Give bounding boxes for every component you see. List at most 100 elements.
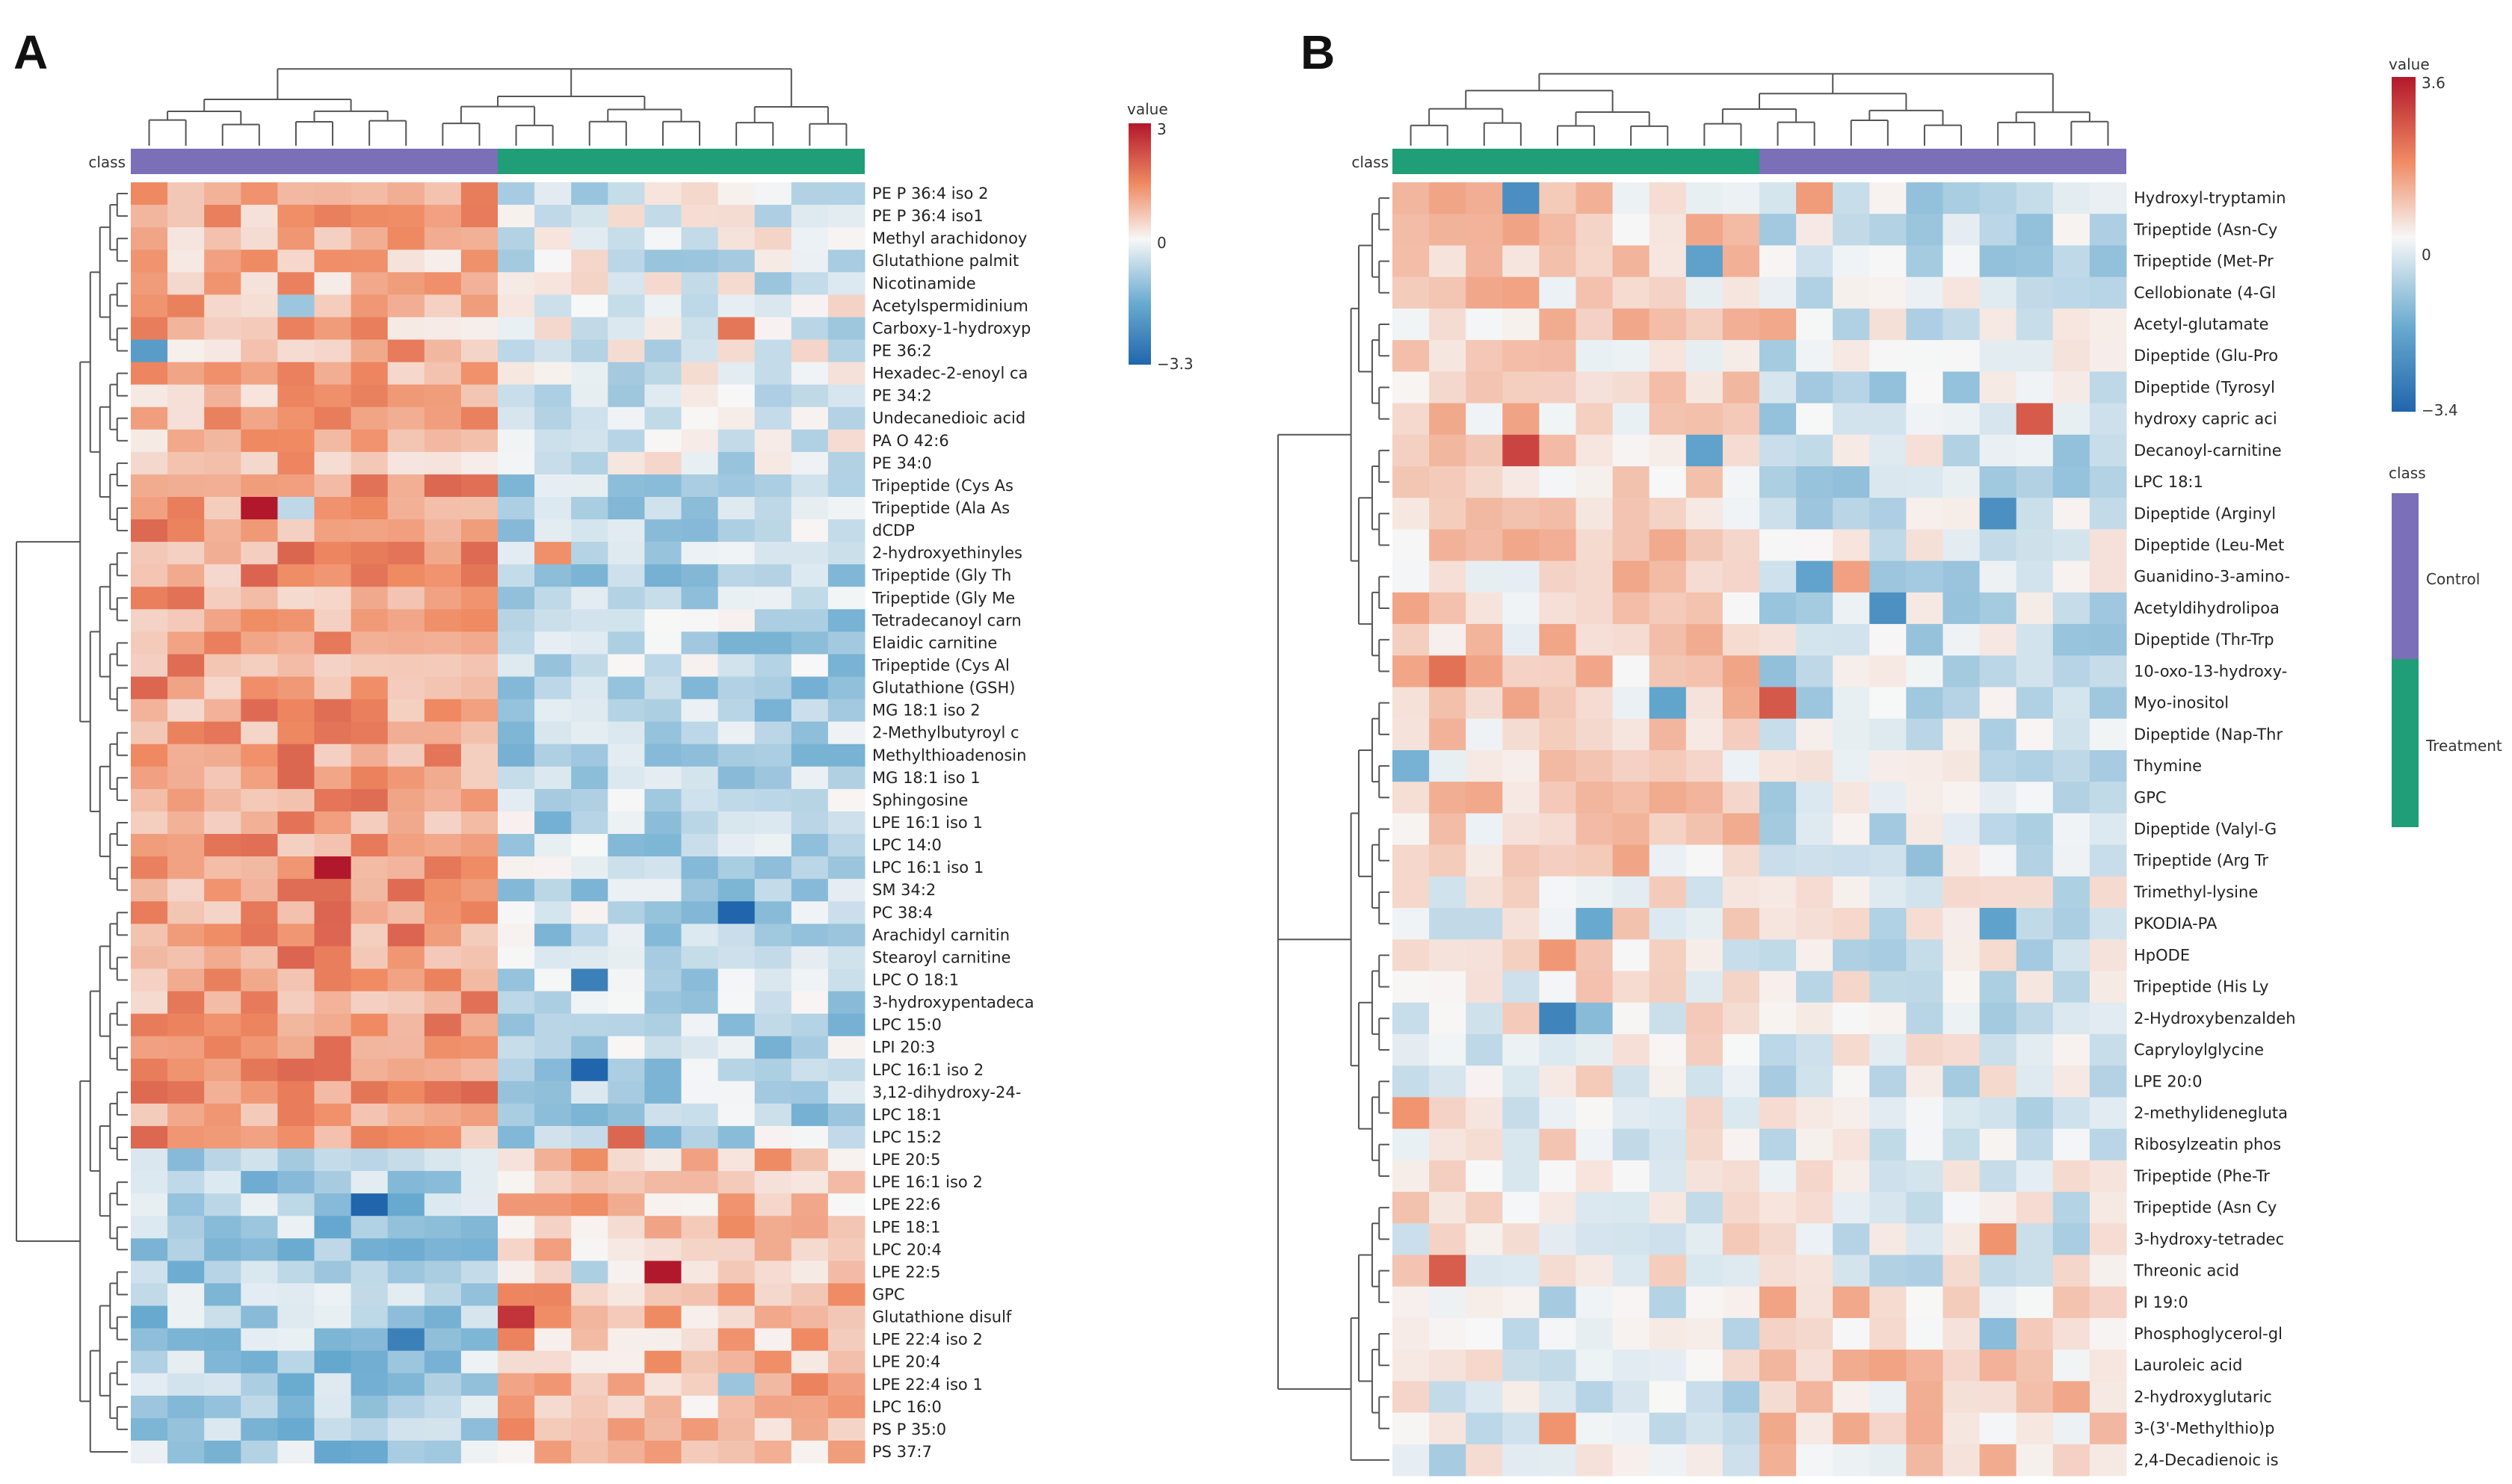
heatmap-cell: [314, 519, 352, 542]
heatmap-cell: [1392, 718, 1430, 751]
heatmap-cell: [241, 362, 278, 386]
heatmap-cell: [2016, 498, 2054, 530]
heatmap-cell: [1722, 1128, 1760, 1161]
heatmap-cell: [2016, 245, 2054, 278]
heatmap-cell: [460, 699, 499, 723]
heatmap-cell: [608, 205, 645, 228]
row-label: Acetyldihydrolipoa: [2134, 599, 2280, 617]
heatmap-cell: [131, 1440, 168, 1464]
heatmap-cell: [1649, 403, 1687, 436]
heatmap-cell: [754, 631, 792, 655]
heatmap-cell: [1539, 971, 1576, 1004]
heatmap-cell: [2052, 308, 2090, 341]
heatmap-cell: [1796, 844, 1833, 877]
heatmap-cell: [277, 451, 315, 475]
heatmap-cell: [498, 227, 535, 250]
heatmap-cell: [608, 654, 645, 678]
heatmap-cell: [1722, 1097, 1760, 1130]
heatmap-cell: [534, 1036, 572, 1060]
heatmap-cell: [241, 834, 278, 857]
heatmap-cell: [644, 227, 682, 250]
heatmap-cell: [608, 1148, 645, 1172]
heatmap-cell: [241, 519, 278, 542]
heatmap-cell: [387, 766, 425, 790]
heatmap-cell: [534, 1103, 572, 1127]
heatmap-cell: [1722, 813, 1760, 846]
heatmap-cell: [167, 451, 205, 475]
heatmap-cell: [460, 272, 499, 295]
heatmap-cell: [241, 968, 278, 992]
heatmap-cell: [241, 294, 278, 318]
heatmap-cell: [277, 339, 315, 363]
heatmap-cell: [1759, 1033, 1797, 1066]
heatmap-cell: [1502, 1066, 1540, 1098]
heatmap-cell: [1429, 560, 1466, 593]
heatmap-cell: [681, 631, 719, 655]
heatmap-cell: [791, 205, 829, 228]
heatmap-cell: [1833, 434, 1870, 467]
heatmap-cell: [681, 1373, 719, 1397]
heatmap-cell: [204, 474, 241, 498]
heatmap-cell: [314, 788, 352, 812]
row-label: LPE 20:4: [872, 1353, 940, 1371]
heatmap-cell: [1906, 214, 1943, 246]
heatmap-cell: [460, 1373, 499, 1397]
heatmap-cell: [1429, 1317, 1466, 1350]
heatmap-cell: [1796, 1444, 1833, 1477]
heatmap-cell: [571, 406, 608, 430]
heatmap-cell: [608, 991, 645, 1015]
heatmap-cell: [351, 879, 389, 902]
heatmap-cell: [1502, 1002, 1540, 1035]
heatmap-cell: [571, 362, 608, 386]
heatmap-cell: [277, 182, 315, 205]
heatmap-cell: [571, 1328, 608, 1352]
heatmap-cell: [1392, 749, 1430, 782]
heatmap-cell: [314, 609, 352, 632]
heatmap-cell: [1979, 718, 2017, 751]
heatmap-cell: [1722, 844, 1760, 877]
heatmap-cell: [1502, 592, 1540, 625]
heatmap-cell: [314, 1103, 352, 1127]
heatmap-cell: [460, 1080, 499, 1104]
heatmap-cell: [1979, 1066, 2017, 1098]
heatmap-cell: [1685, 1097, 1723, 1130]
heatmap-cell: [131, 564, 168, 587]
heatmap-cell: [1539, 308, 1576, 341]
heatmap-cell: [2052, 1097, 2090, 1130]
heatmap-cell: [1906, 1444, 1943, 1477]
heatmap-cell: [1612, 1412, 1650, 1445]
heatmap-cell: [2016, 939, 2054, 971]
heatmap-cell: [827, 564, 865, 587]
heatmap-cell: [277, 991, 315, 1015]
heatmap-cell: [681, 1328, 719, 1352]
heatmap-cell: [204, 294, 241, 318]
heatmap-cell: [827, 1440, 865, 1464]
row-label: LPC O 18:1: [872, 971, 959, 989]
row-label: Dipeptide (Nap-Thr: [2134, 726, 2283, 743]
heatmap-cell: [387, 451, 425, 475]
heatmap-cell: [791, 1171, 829, 1194]
heatmap-cell: [1466, 971, 1503, 1004]
heatmap-cell: [1576, 939, 1614, 971]
heatmap-cell: [1759, 1128, 1797, 1161]
heatmap-cell: [608, 474, 645, 498]
heatmap-cell: [827, 1080, 865, 1104]
heatmap-cell: [791, 317, 829, 340]
heatmap-cell: [167, 406, 205, 430]
heatmap-cell: [718, 1305, 756, 1329]
heatmap-cell: [1576, 687, 1614, 720]
heatmap-cell: [644, 564, 682, 587]
heatmap-cell: [1979, 1223, 2017, 1255]
heatmap-cell: [1685, 1160, 1723, 1193]
heatmap-cell: [131, 834, 168, 857]
row-label: 3-hydroxy-tetradec: [2134, 1230, 2284, 1248]
heatmap-cell: [424, 429, 462, 453]
heatmap-cell: [167, 1283, 205, 1307]
heatmap-cell: [1685, 655, 1723, 688]
heatmap-cell: [277, 250, 315, 273]
heatmap-cell: [681, 542, 719, 565]
heatmap-cell: [608, 451, 645, 475]
heatmap-cell: [534, 1305, 572, 1329]
heatmap-cell: [1685, 1349, 1723, 1382]
heatmap-cell: [681, 1058, 719, 1082]
